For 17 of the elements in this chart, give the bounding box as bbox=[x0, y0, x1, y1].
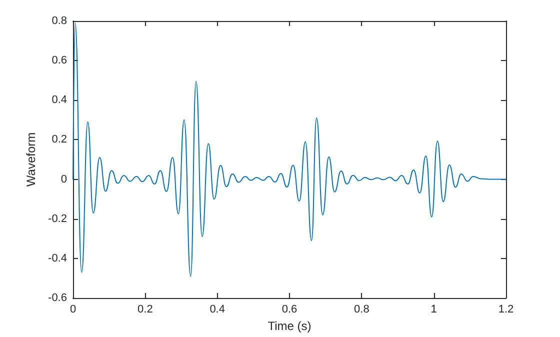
x-tick-label: 1.2 bbox=[498, 304, 514, 316]
x-tick-label: 0.8 bbox=[354, 304, 370, 316]
y-tick-label: 0.6 bbox=[52, 54, 67, 67]
y-tick-label: 0.2 bbox=[52, 134, 67, 146]
x-tick-label: 1 bbox=[430, 304, 437, 316]
y-tick-label: 0 bbox=[60, 173, 67, 186]
x-tick-label: 0.4 bbox=[210, 304, 225, 316]
y-tick-label: -0.4 bbox=[48, 252, 67, 264]
x-tick-label: 0.6 bbox=[282, 304, 298, 316]
x-tick-label: 0 bbox=[70, 304, 76, 316]
y-tick-label: -0.6 bbox=[48, 292, 67, 304]
x-tick-label: 0.2 bbox=[138, 304, 153, 316]
y-axis-title: Waveform bbox=[24, 132, 38, 187]
y-tick-label: 0.8 bbox=[52, 15, 67, 27]
y-tick-label: 0.4 bbox=[52, 94, 67, 106]
y-tick-label: -0.2 bbox=[48, 212, 67, 225]
x-axis-title: Time (s) bbox=[268, 319, 312, 333]
